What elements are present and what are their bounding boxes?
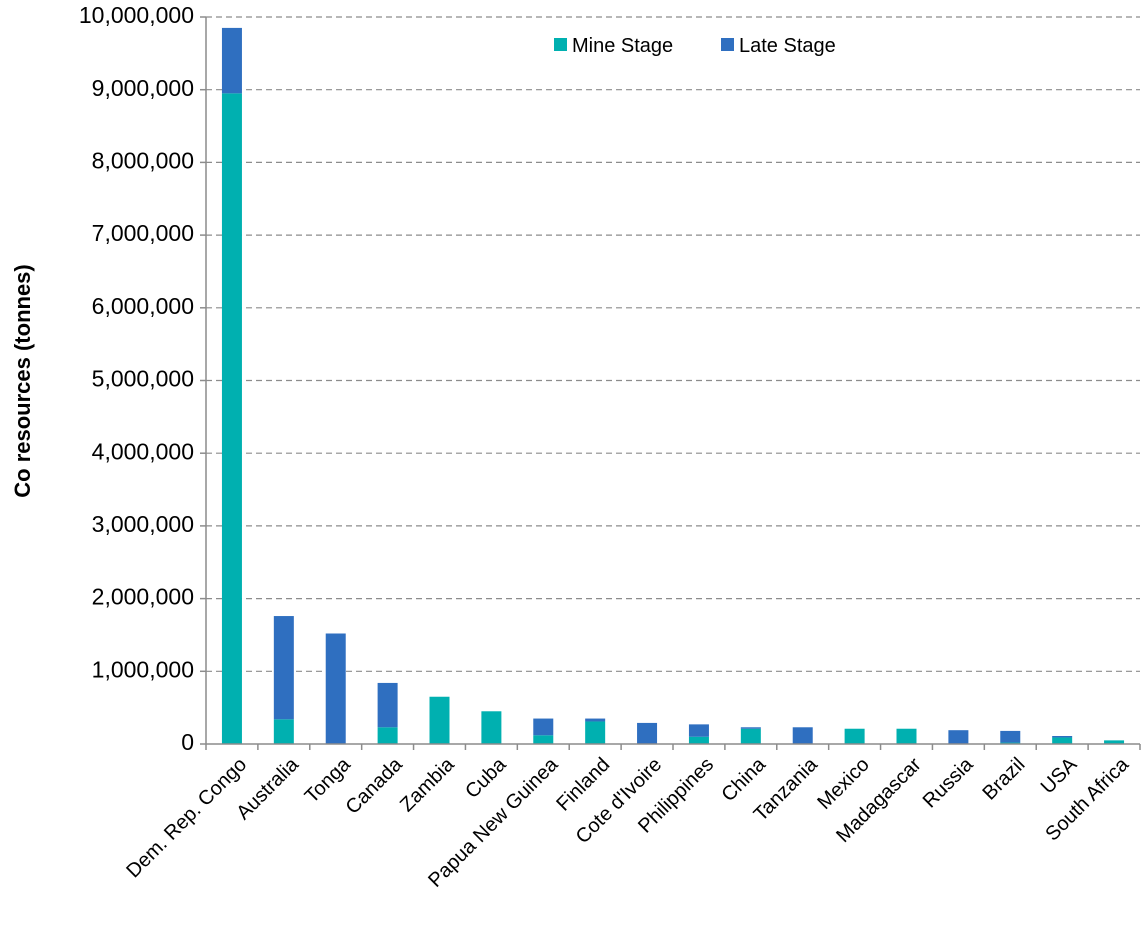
legend-label-mine-stage: Mine Stage [572, 35, 673, 57]
bar-mine-stage-dem-rep-congo [221, 93, 242, 744]
x-category-label-canada: Canada [342, 753, 408, 819]
bar-late-stage-tonga [325, 633, 346, 744]
bar-late-stage-australia [273, 616, 294, 720]
y-axis-title: Co resources (tonnes) [10, 264, 35, 498]
legend-swatch-late-stage [721, 38, 734, 51]
y-tick-label-1: 1,000,000 [92, 656, 194, 682]
bars [221, 27, 1125, 744]
x-category-label-russia: Russia [919, 753, 978, 812]
bar-mine-stage-zambia [429, 696, 450, 744]
legend: Mine Stage Late Stage [554, 35, 836, 57]
bar-mine-stage-mexico [844, 728, 865, 744]
x-category-labels: Dem. Rep. CongoAustraliaTongaCanadaZambi… [122, 753, 1133, 892]
y-tick-label-3: 3,000,000 [92, 511, 194, 537]
bar-mine-stage-papua-new-guinea [533, 735, 554, 744]
y-tick-label-8: 8,000,000 [92, 147, 194, 173]
bar-late-stage-papua-new-guinea [533, 718, 554, 736]
y-tick-label-9: 9,000,000 [92, 75, 194, 101]
x-category-label-dem-rep-congo: Dem. Rep. Congo [122, 754, 251, 883]
axes [200, 16, 1141, 750]
y-tick-label-6: 6,000,000 [92, 293, 194, 319]
bar-late-stage-usa [1052, 736, 1073, 738]
bar-late-stage-china [740, 727, 761, 729]
bar-mine-stage-cuba [481, 711, 502, 744]
y-tick-label-5: 5,000,000 [92, 366, 194, 392]
bar-late-stage-canada [377, 682, 398, 728]
y-tick-label-10: 10,000,000 [79, 2, 194, 28]
y-tick-label-0: 0 [181, 729, 194, 755]
bar-late-stage-tanzania [792, 727, 813, 744]
bar-late-stage-philippines [688, 724, 709, 737]
x-category-label-usa: USA [1037, 753, 1082, 798]
bar-mine-stage-south-africa [1104, 740, 1125, 744]
bar-mine-stage-australia [273, 719, 294, 744]
bar-mine-stage-canada [377, 727, 398, 744]
y-tick-label-7: 7,000,000 [92, 220, 194, 246]
bar-late-stage-cote-d-ivoire [637, 722, 658, 744]
x-category-label-brazil: Brazil [979, 754, 1030, 805]
gridlines [206, 16, 1140, 672]
bar-late-stage-dem-rep-congo [221, 27, 242, 94]
bar-late-stage-finland [585, 718, 606, 722]
bar-late-stage-brazil [1000, 730, 1021, 743]
bar-mine-stage-finland [585, 721, 606, 744]
legend-label-late-stage: Late Stage [739, 35, 836, 57]
y-tick-label-2: 2,000,000 [92, 584, 194, 610]
y-tick-label-4: 4,000,000 [92, 438, 194, 464]
legend-swatch-mine-stage [554, 38, 567, 51]
y-tick-labels: 0 1,000,000 2,000,000 3,000,000 4,000,000 5,0… [79, 2, 194, 755]
bar-mine-stage-madagascar [896, 728, 917, 744]
bar-late-stage-russia [948, 730, 969, 744]
bar-mine-stage-philippines [688, 736, 709, 744]
bar-mine-stage-usa [1052, 737, 1073, 744]
bar-mine-stage-china [740, 728, 761, 744]
x-category-label-zambia: Zambia [396, 753, 459, 816]
